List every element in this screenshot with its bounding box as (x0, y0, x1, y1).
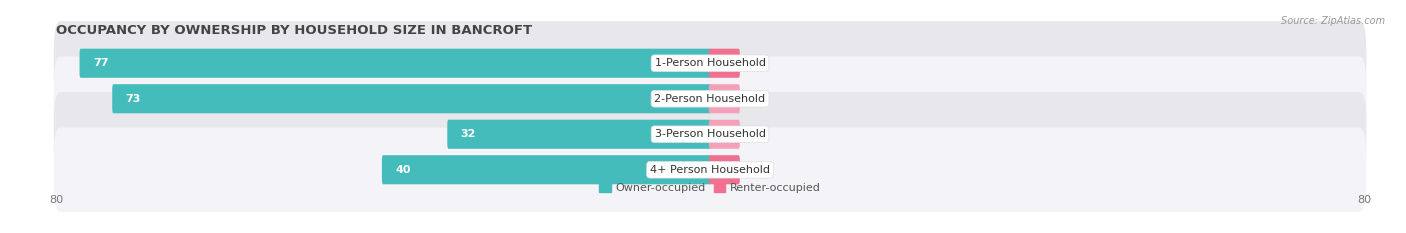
FancyBboxPatch shape (382, 155, 711, 184)
Text: 0: 0 (747, 129, 754, 139)
Legend: Owner-occupied, Renter-occupied: Owner-occupied, Renter-occupied (595, 178, 825, 197)
FancyBboxPatch shape (709, 49, 740, 78)
Text: 1: 1 (747, 165, 754, 175)
FancyBboxPatch shape (80, 49, 711, 78)
FancyBboxPatch shape (53, 92, 1367, 177)
Text: 40: 40 (395, 165, 411, 175)
Text: 0: 0 (747, 94, 754, 104)
Text: 73: 73 (125, 94, 141, 104)
Text: 77: 77 (93, 58, 108, 68)
FancyBboxPatch shape (53, 56, 1367, 141)
Text: 2-Person Household: 2-Person Household (654, 94, 766, 104)
FancyBboxPatch shape (709, 155, 740, 184)
Text: 3-Person Household: 3-Person Household (655, 129, 765, 139)
FancyBboxPatch shape (447, 120, 711, 149)
Text: OCCUPANCY BY OWNERSHIP BY HOUSEHOLD SIZE IN BANCROFT: OCCUPANCY BY OWNERSHIP BY HOUSEHOLD SIZE… (56, 24, 533, 37)
FancyBboxPatch shape (53, 127, 1367, 212)
Text: 1: 1 (747, 58, 754, 68)
FancyBboxPatch shape (709, 84, 740, 113)
FancyBboxPatch shape (53, 21, 1367, 106)
Text: Source: ZipAtlas.com: Source: ZipAtlas.com (1281, 16, 1385, 26)
Text: 32: 32 (461, 129, 477, 139)
Text: 4+ Person Household: 4+ Person Household (650, 165, 770, 175)
Text: 1-Person Household: 1-Person Household (655, 58, 765, 68)
FancyBboxPatch shape (112, 84, 711, 113)
FancyBboxPatch shape (709, 120, 740, 149)
